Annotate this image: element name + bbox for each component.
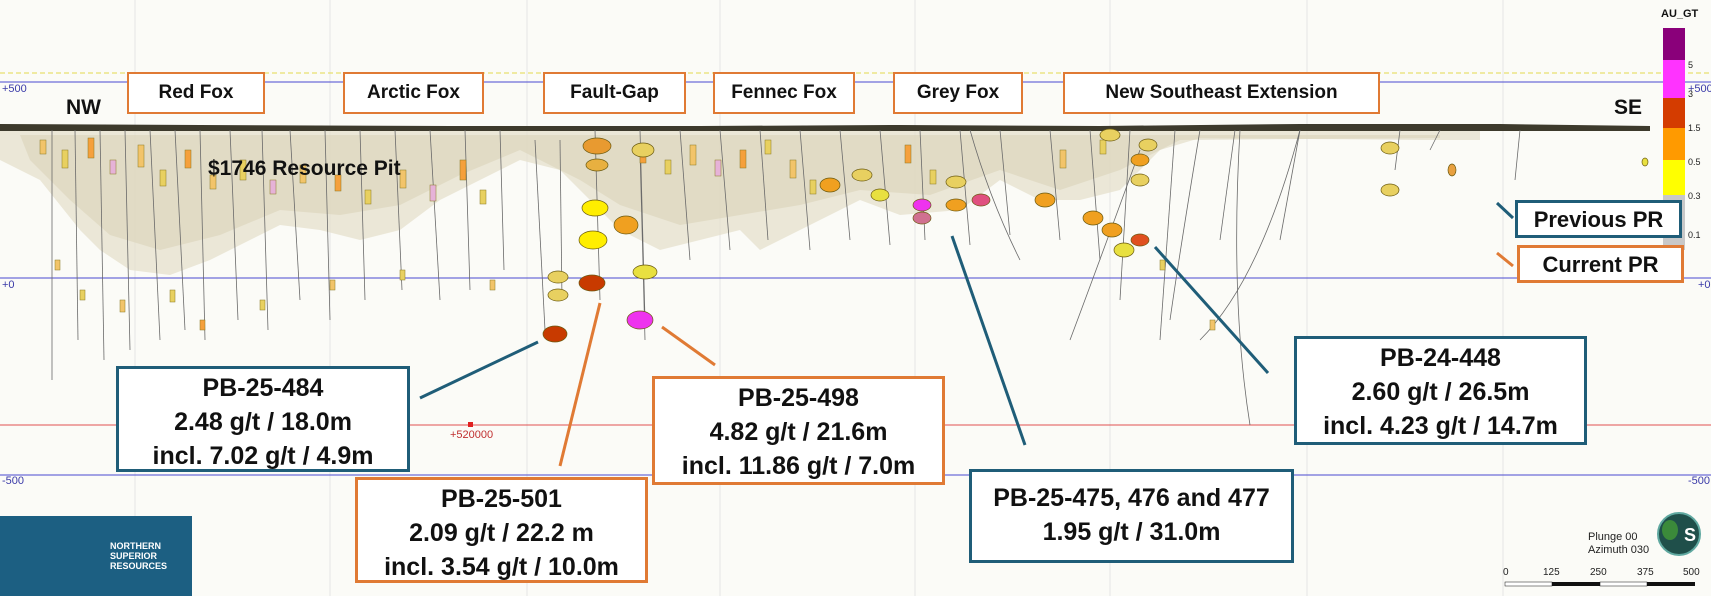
- colorbar-tick-0-3: 0.3: [1688, 191, 1701, 201]
- logo-line-1: NORTHERN: [110, 541, 161, 551]
- zone-label-fault-gap: Fault-Gap: [543, 72, 686, 114]
- intercept-line-1: 2.48 g/t / 18.0m: [174, 408, 352, 436]
- elevation-label-mid-left: +0: [2, 279, 15, 291]
- leader-pb-25-475: [950, 235, 1027, 446]
- drill-intercept-markers: [39, 137, 1216, 331]
- colorbar-title: AU_GT: [1661, 8, 1699, 20]
- intercept-callout-pb-24-448: PB-24-448 2.60 g/t / 26.5m incl. 4.23 g/…: [1294, 336, 1587, 445]
- leader-pb-25-484: [419, 340, 539, 400]
- resource-pit-inner: [20, 135, 1440, 250]
- colorbar-tick-1-5: 1.5: [1688, 123, 1701, 133]
- ground-surface: [0, 124, 1650, 131]
- hole-id: PB-25-501: [441, 485, 562, 513]
- scale-tick-500: 500: [1683, 567, 1700, 578]
- colorbar-swatch-3: [1663, 60, 1685, 98]
- legend-current-pr: Current PR: [1517, 245, 1684, 283]
- hole-id: PB-25-498: [738, 384, 859, 412]
- resource-pit-label: $1746 Resource Pit: [208, 157, 401, 180]
- scale-tick-250: 250: [1590, 567, 1607, 578]
- hole-id: PB-24-448: [1380, 344, 1501, 372]
- intercept-callout-pb-25-498: PB-25-498 4.82 g/t / 21.6m incl. 11.86 g…: [652, 376, 945, 485]
- easting-marker: [468, 422, 473, 427]
- callout-leaders: [419, 201, 1515, 467]
- intercept-line-1: 1.95 g/t / 31.0m: [1042, 518, 1221, 546]
- scale-tick-375: 375: [1637, 567, 1654, 578]
- direction-nw: NW: [66, 96, 101, 119]
- logo-line-3: RESOURCES: [110, 561, 168, 571]
- colorbar-swatch-0-3: [1663, 160, 1685, 195]
- intercept-line-2: incl. 11.86 g/t / 7.0m: [681, 452, 916, 480]
- elevation-label-top-left: +500: [2, 83, 27, 95]
- intercept-callout-pb-25-475-476-477: PB-25-475, 476 and 477 1.95 g/t / 31.0m: [969, 469, 1294, 563]
- intercept-line-2: incl. 7.02 g/t / 4.9m: [152, 442, 374, 470]
- zone-label-fennec-fox: Fennec Fox: [713, 72, 855, 114]
- legend-previous-pr: Previous PR: [1515, 200, 1682, 238]
- colorbar-swatch-0-5: [1663, 128, 1685, 160]
- intercept-line-1: 2.60 g/t / 26.5m: [1351, 378, 1530, 406]
- scale-tick-125: 125: [1543, 567, 1560, 578]
- elevation-label-bottom-right: -500: [1688, 475, 1711, 487]
- plunge-label: Plunge 00: [1588, 531, 1638, 543]
- hole-id: PB-25-484: [202, 374, 324, 402]
- direction-se: SE: [1614, 96, 1643, 119]
- leader-pb-25-498: [661, 325, 716, 367]
- legend-leader-previous: [1495, 201, 1515, 220]
- zone-label-arctic-fox: Arctic Fox: [343, 72, 484, 114]
- colorbar-tick-0-5: 0.5: [1688, 157, 1701, 167]
- logo-line-2: SUPERIOR: [110, 551, 158, 561]
- scale-bar: [1504, 581, 1695, 587]
- disc-red: [578, 274, 606, 292]
- intercept-callout-pb-25-484: PB-25-484 2.48 g/t / 18.0m incl. 7.02 g/…: [116, 366, 410, 472]
- elevation-label-mid-right: +0: [1698, 279, 1711, 291]
- zone-label-new-southeast-extension: New Southeast Extension: [1063, 72, 1380, 114]
- intercept-line-2: incl. 3.54 g/t / 10.0m: [384, 553, 619, 581]
- globe-letter: S: [1684, 525, 1696, 545]
- elevation-label-bottom-left: -500: [2, 475, 25, 487]
- colorbar-tick-5: 5: [1688, 60, 1694, 70]
- hole-id: PB-25-475, 476 and 477: [993, 484, 1270, 512]
- colorbar-swatch-5: [1663, 28, 1685, 60]
- intercept-line-1: 2.09 g/t / 22.2 m: [409, 519, 594, 547]
- intercept-discs: [542, 128, 1649, 343]
- intercept-line-1: 4.82 g/t / 21.6m: [709, 418, 888, 446]
- logo-text: NORTHERN SUPERIOR RESOURCES: [110, 541, 167, 571]
- intercept-line-2: incl. 4.23 g/t / 14.7m: [1323, 412, 1558, 440]
- company-logo: NORTHERN SUPERIOR RESOURCES: [0, 516, 192, 596]
- leader-pb-25-501: [558, 302, 602, 467]
- zone-label-red-fox: Red Fox: [127, 72, 265, 114]
- easting-label: +520000: [450, 429, 494, 441]
- colorbar-tick-3: 3: [1688, 89, 1694, 99]
- legend-leader-current: [1496, 251, 1514, 268]
- scale-tick-0: 0: [1503, 567, 1509, 578]
- colorbar-swatch-1-5: [1663, 98, 1685, 128]
- elevation-label-top-right: +500: [1688, 83, 1711, 95]
- leader-pb-24-448: [1153, 245, 1270, 375]
- colorbar-tick-0-1: 0.1: [1688, 230, 1701, 240]
- azimuth-label: Azimuth 030: [1588, 544, 1650, 556]
- zone-label-grey-fox: Grey Fox: [893, 72, 1023, 114]
- orientation-globe-icon: S: [1657, 512, 1701, 556]
- intercept-callout-pb-25-501: PB-25-501 2.09 g/t / 22.2 m incl. 3.54 g…: [355, 477, 648, 583]
